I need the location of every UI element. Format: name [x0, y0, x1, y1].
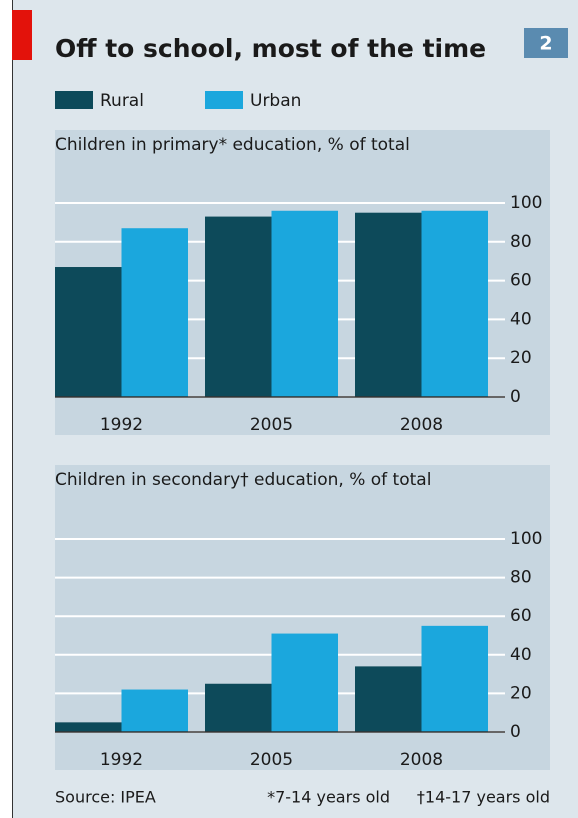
x-tick-label: 1992: [100, 750, 143, 770]
y-tick-label: 100: [510, 193, 542, 213]
y-tick-label: 40: [510, 645, 532, 665]
bar: [271, 633, 338, 732]
badge: 2: [539, 33, 552, 55]
bar: [55, 722, 122, 732]
x-tick-label: 1992: [100, 415, 143, 435]
y-tick-label: 20: [510, 683, 532, 703]
bar: [205, 216, 272, 397]
red-tag: [12, 10, 32, 60]
badge-box: [524, 28, 568, 58]
x-tick-label: 2005: [250, 415, 293, 435]
bar: [421, 625, 488, 732]
bar: [121, 689, 188, 732]
bar: [355, 666, 422, 732]
source: Source: IPEA: [55, 788, 156, 807]
y-tick-label: 20: [510, 348, 532, 368]
y-tick-label: 0: [510, 387, 521, 407]
bar: [121, 228, 188, 397]
y-tick-label: 0: [510, 722, 521, 742]
y-tick-label: 60: [510, 271, 532, 291]
legend-label: Urban: [250, 91, 301, 111]
x-tick-label: 2005: [250, 750, 293, 770]
bar: [55, 267, 122, 397]
chart-title: Off to school, most of the time: [55, 34, 486, 63]
footnote: †14-17 years old: [417, 788, 550, 807]
bar: [271, 210, 338, 397]
legend-swatch: [205, 91, 243, 109]
footnote: *7-14 years old: [267, 788, 390, 807]
y-tick-label: 60: [510, 606, 532, 626]
y-tick-label: 100: [510, 529, 542, 549]
x-tick-label: 2008: [400, 750, 443, 770]
bar: [421, 210, 488, 397]
x-tick-label: 2008: [400, 415, 443, 435]
legend-label: Rural: [100, 91, 144, 111]
y-tick-label: 80: [510, 568, 532, 588]
bar: [205, 683, 272, 732]
legend-swatch: [55, 91, 93, 109]
y-tick-label: 80: [510, 232, 532, 252]
chart-subtitle: Children in secondary† education, % of t…: [55, 470, 431, 490]
bar: [355, 212, 422, 397]
chart-subtitle: Children in primary* education, % of tot…: [55, 135, 410, 155]
y-tick-label: 40: [510, 309, 532, 329]
